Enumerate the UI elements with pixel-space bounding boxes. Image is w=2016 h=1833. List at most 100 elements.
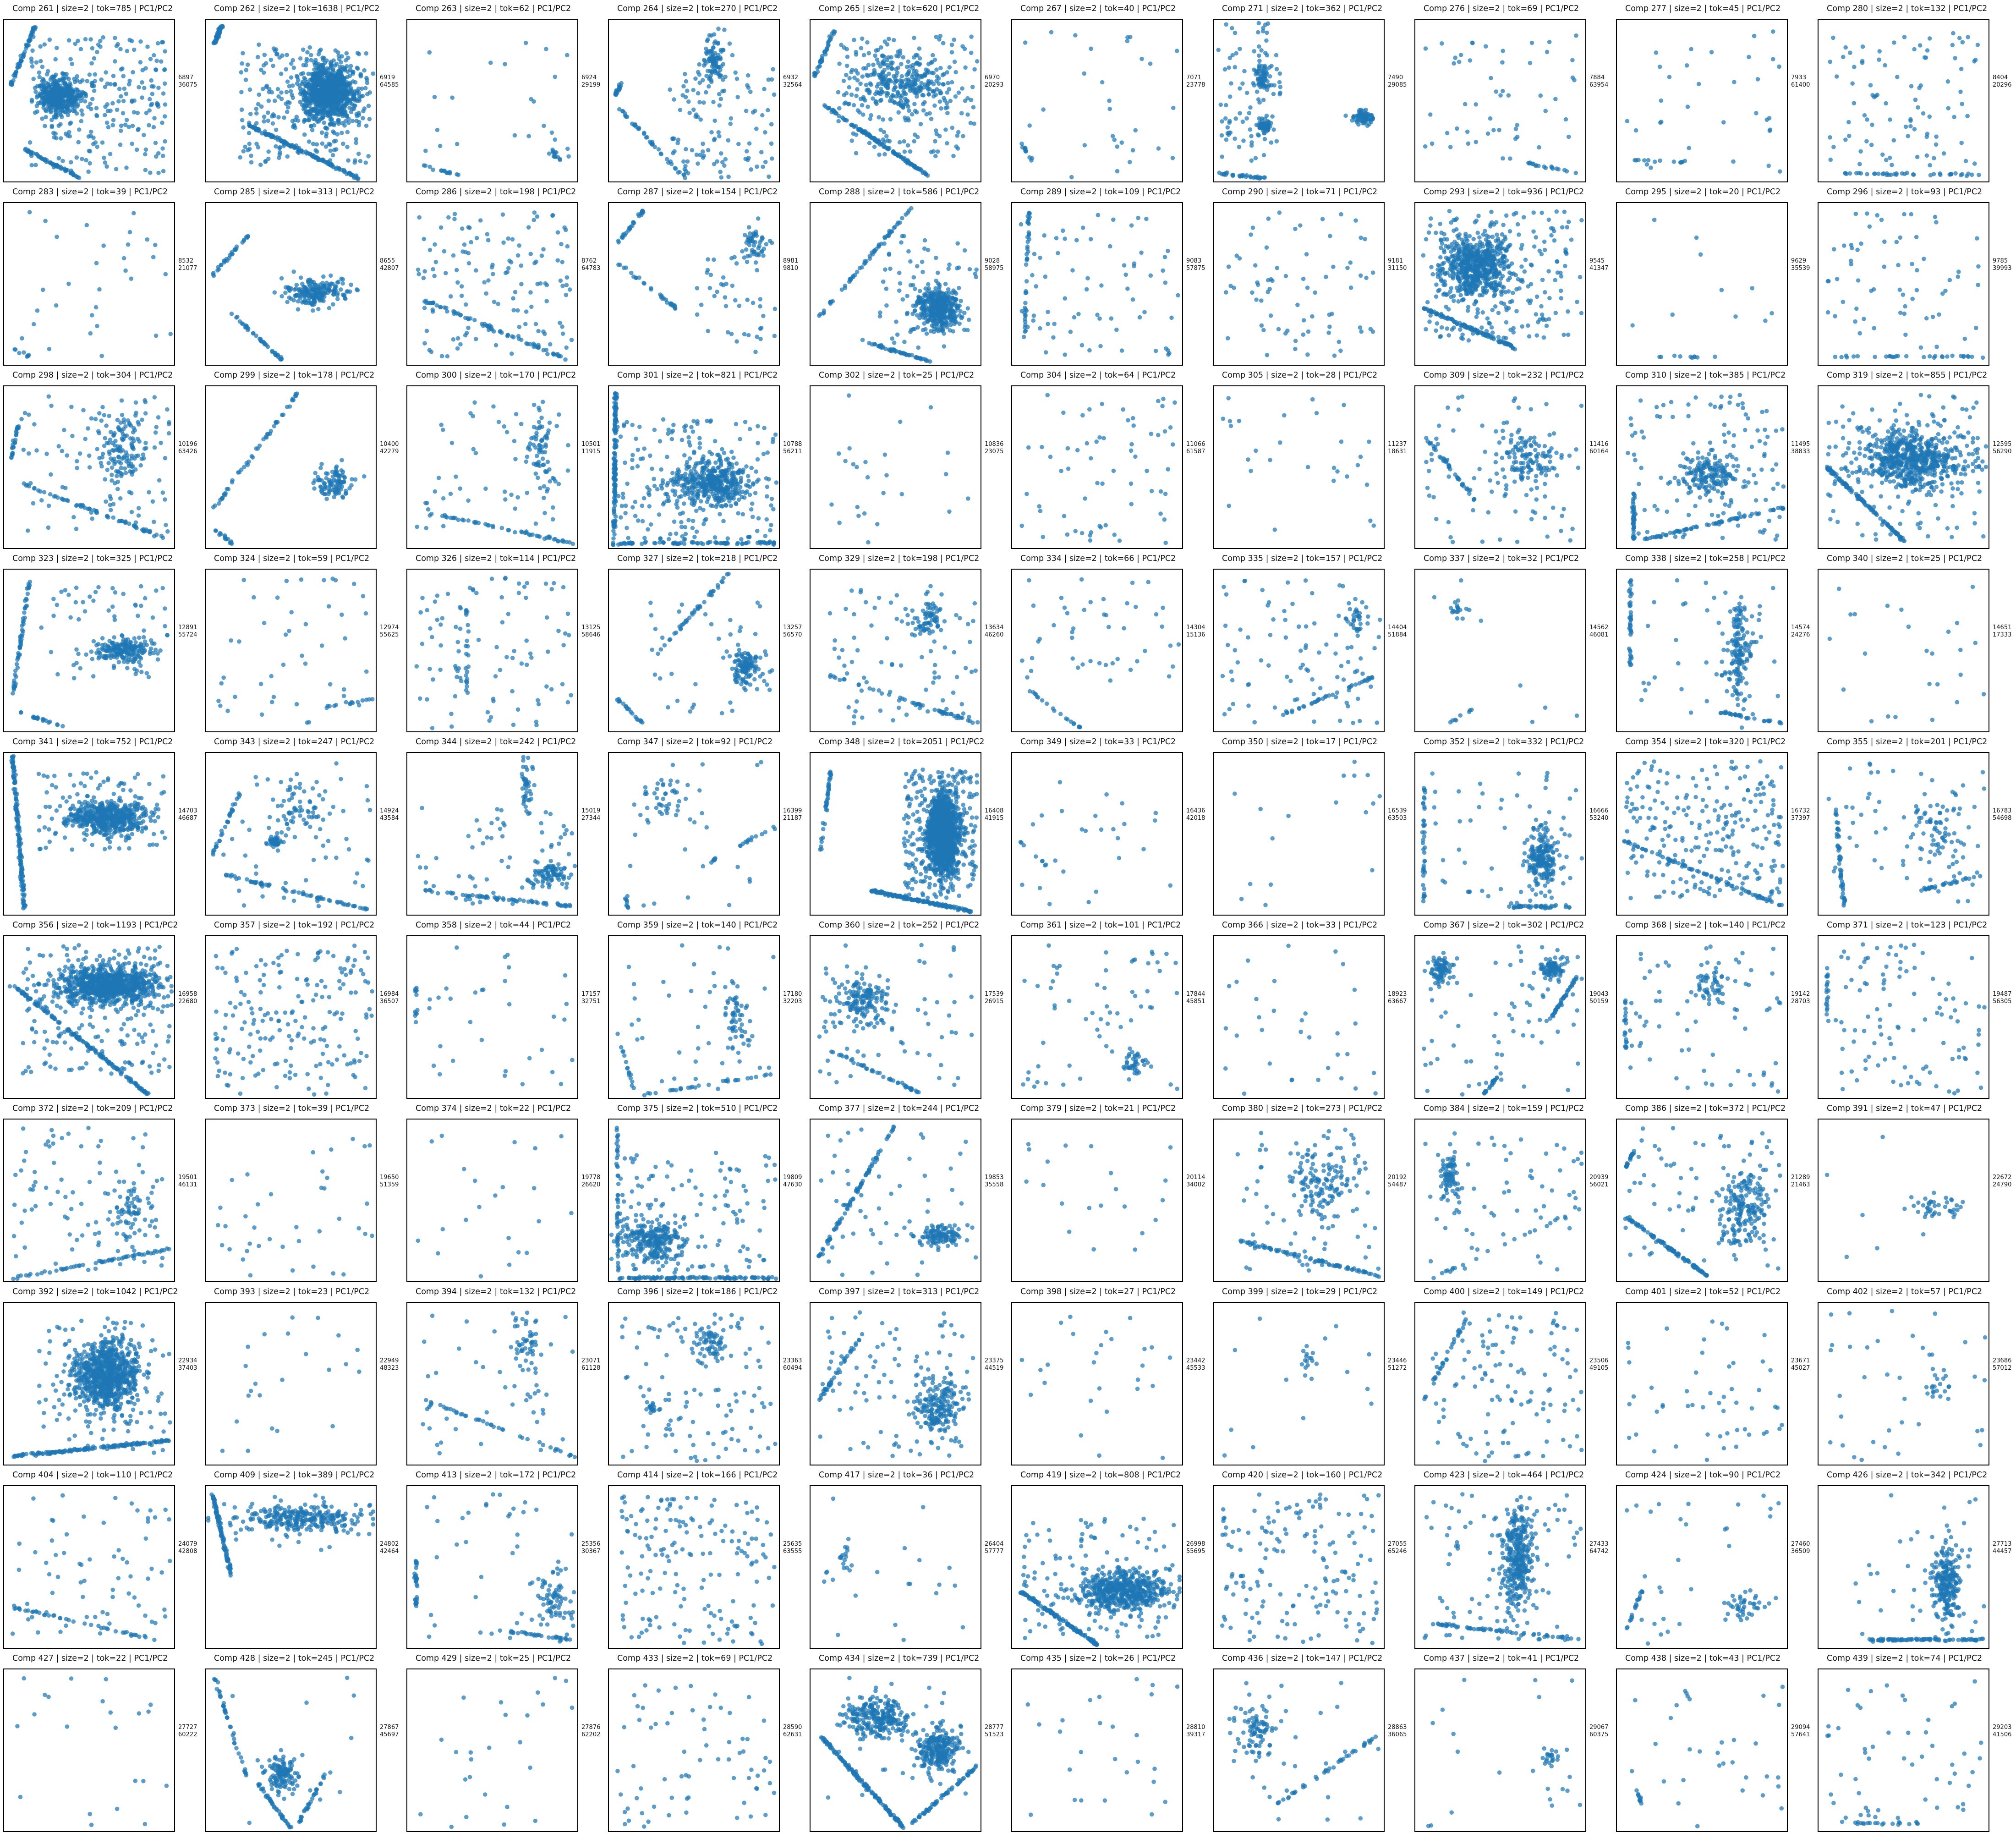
data-point [345,83,349,88]
data-point [878,64,883,69]
data-point [698,117,703,122]
data-point [1240,174,1244,179]
data-point [826,106,830,111]
data-point [1265,88,1270,92]
data-point [529,304,534,309]
data-point [321,298,326,303]
data-point [933,154,938,159]
data-point [891,94,895,99]
data-point [1537,145,1541,150]
data-point [535,281,540,286]
data-point [515,308,520,313]
data-point [526,134,531,138]
data-point [672,97,676,102]
data-point [1570,58,1575,63]
data-point [565,53,570,58]
data-point [258,162,263,167]
data-point [1233,30,1238,35]
data-point [1654,50,1659,55]
data-point [719,175,724,180]
data-point [491,272,495,276]
data-point [1953,171,1958,176]
data-point [296,307,301,312]
data-point [882,68,887,72]
data-point [965,328,970,333]
data-point [318,97,322,102]
data-point [458,342,463,347]
data-point [922,100,927,105]
data-point [876,138,881,143]
data-point [934,34,938,39]
data-point [1024,148,1029,154]
data-point [1019,222,1024,227]
data-point [1255,89,1260,94]
data-point [528,252,533,256]
data-point [215,36,220,40]
data-point [616,238,621,243]
data-point [878,310,882,315]
data-point [259,104,264,109]
data-point [1129,223,1134,228]
data-point [163,49,167,54]
data-point [260,87,265,91]
data-point [331,290,336,295]
scatter-panel [1414,19,1586,182]
data-point [88,161,92,166]
data-point [1024,256,1030,261]
data-point [1891,138,1896,143]
data-point [915,264,920,269]
data-point [287,295,292,300]
data-point [1227,94,1233,99]
data-point [423,163,428,168]
data-point [328,66,333,70]
data-point [322,56,326,60]
data-point [271,112,276,117]
data-point [1547,39,1552,44]
data-point [79,119,84,124]
data-point [1917,86,1922,90]
data-point [758,297,763,302]
data-point [1923,55,1928,60]
data-point [466,325,471,330]
data-point [924,331,929,336]
data-point [365,92,370,97]
data-point [1023,40,1028,45]
data-point [1860,44,1865,49]
scatter-panel [1213,202,1385,366]
data-point [13,347,18,352]
data-point [892,38,896,43]
data-point [416,267,421,272]
data-point [656,147,661,152]
data-point [553,74,558,79]
data-point [445,354,450,359]
data-point [751,232,756,237]
data-point [492,299,497,304]
data-point [160,121,164,125]
data-point [1667,75,1672,79]
data-point [1125,35,1130,40]
data-point [462,242,467,247]
data-point [333,91,338,96]
data-point [20,336,24,341]
data-point [760,113,765,118]
data-point [503,62,507,66]
data-point [1905,170,1909,176]
data-point [152,116,157,121]
data-point [720,160,725,165]
data-point [938,318,943,322]
data-point [1248,105,1253,110]
data-point [303,285,308,291]
data-point [343,119,348,124]
panel-title: Comp 264 | size=2 | tok=270 | PC1/PC2 [617,4,778,13]
panel-title: Comp 265 | size=2 | tok=620 | PC1/PC2 [819,4,979,13]
data-point [969,34,974,39]
data-point [942,344,947,349]
panel-side-label: 8404 20296 [1993,74,2011,89]
data-point [1115,169,1120,174]
data-point [898,48,903,53]
data-point [126,125,131,129]
data-point [1242,69,1247,74]
data-point [659,152,663,157]
data-point [36,100,41,105]
data-point [1264,38,1269,43]
